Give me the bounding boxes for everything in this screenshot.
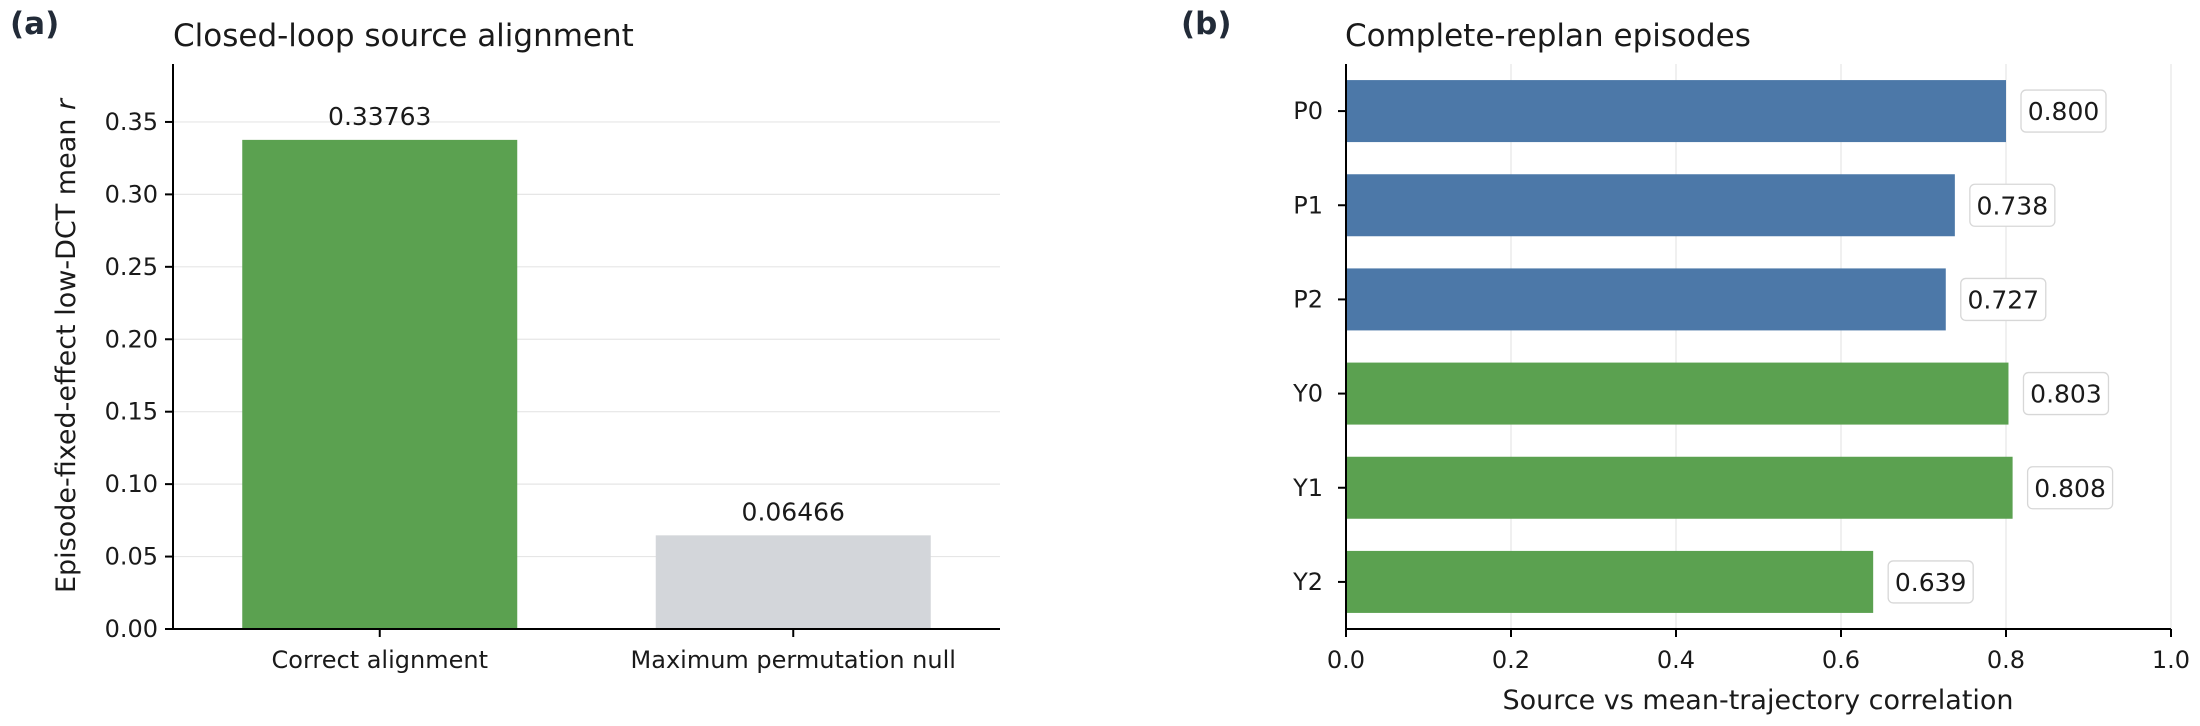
bar-value-box [2026,466,2114,510]
y-tick-label: 0.30 [105,180,158,208]
bar-value-box [2020,89,2107,133]
panel-b-chart: (b) Complete-replan episodes 0.0 0.2 0.4 0.… [1181,6,2190,716]
panel-a-bars [242,139,931,629]
panel-a-value-labels: 0.33763 0.06466 [328,102,845,526]
panel-b-bars [1346,80,2013,613]
y-tick-label: Y0 [1292,380,1323,408]
bar-value-box [1969,183,2056,227]
y-tick-label: Y2 [1292,568,1323,596]
bar-value-label: 0.639 [1895,568,1967,597]
bar [242,139,518,629]
bar-value-label: 0.33763 [328,102,431,131]
bar [1346,362,2009,425]
bar [1346,174,1955,237]
bar-value-label: 0.800 [2028,97,2100,126]
panel-b-letter: (b) [1181,6,1232,42]
panel-b-value-labels: 0.800 0.738 0.727 0.803 0.808 0.639 [1887,89,2114,604]
bar-value-box [1887,560,1974,604]
x-tick-label: 0.2 [1492,646,1530,674]
panel-b-title: Complete-replan episodes [1345,18,1751,54]
y-tick-label: 0.25 [105,253,158,281]
x-tick-label: Correct alignment [272,646,488,674]
x-tick-label: 0.0 [1327,646,1365,674]
panel-a-x-ticks: Correct alignment Maximum permutation nul… [272,629,956,674]
y-tick-label: 0.05 [105,543,158,571]
y-tick-label: P1 [1293,191,1323,219]
x-tick-label: Maximum permutation null [631,646,956,674]
panel-a-title: Closed-loop source alignment [173,18,634,54]
panel-a-letter: (a) [10,6,59,42]
bar-value-label: 0.06466 [742,497,845,526]
panel-b-axes [1345,64,2171,630]
panel-a-axes [172,64,1000,630]
bar [1346,550,1874,613]
panel-b-y-ticks: P0 P1 P2 Y0 Y1 Y2 [1292,97,1346,596]
y-tick-label: 0.20 [105,325,158,353]
bar [655,535,931,629]
panel-a-y-axis-label-main: Episode-fixed-effect low-DCT mean [51,110,82,593]
bar-value-label: 0.803 [2030,380,2102,409]
bar [1346,456,2013,519]
x-tick-label: 0.4 [1657,646,1695,674]
bar [1346,268,1946,331]
panel-a-chart: (a) Closed-loop source alignment 0.000.0… [10,6,1000,674]
y-tick-label: P0 [1293,97,1323,125]
bar [1346,80,2006,143]
bar-value-label: 0.808 [2034,474,2106,503]
panel-b-x-axis-label: Source vs mean-trajectory correlation [1502,685,2013,716]
bar-value-box [2022,371,2110,416]
x-tick-label: 1.0 [2152,646,2190,674]
bar-value-label: 0.738 [1977,191,2049,220]
y-tick-label: 0.00 [105,615,158,643]
y-tick-label: 0.15 [105,398,158,426]
panel-a-y-axis-label-var: r [51,97,82,110]
y-tick-label: 0.35 [105,108,158,136]
panel-b-gridlines [1510,64,2172,629]
y-tick-label: P2 [1293,285,1323,313]
panel-a-y-axis-label: Episode-fixed-effect low-DCT mean r [51,97,82,593]
panel-a-y-ticks: 0.00 0.05 0.10 0.15 0.20 0.25 0.30 0.35 [105,108,173,643]
y-tick-label: Y1 [1292,474,1323,502]
y-tick-label: 0.10 [105,470,158,498]
x-tick-label: 0.8 [1987,646,2025,674]
x-tick-label: 0.6 [1822,646,1860,674]
bar-value-box [1960,277,2047,322]
panel-b-x-ticks: 0.0 0.2 0.4 0.6 0.8 1.0 [1327,629,2190,674]
bar-value-label: 0.727 [1967,285,2039,314]
